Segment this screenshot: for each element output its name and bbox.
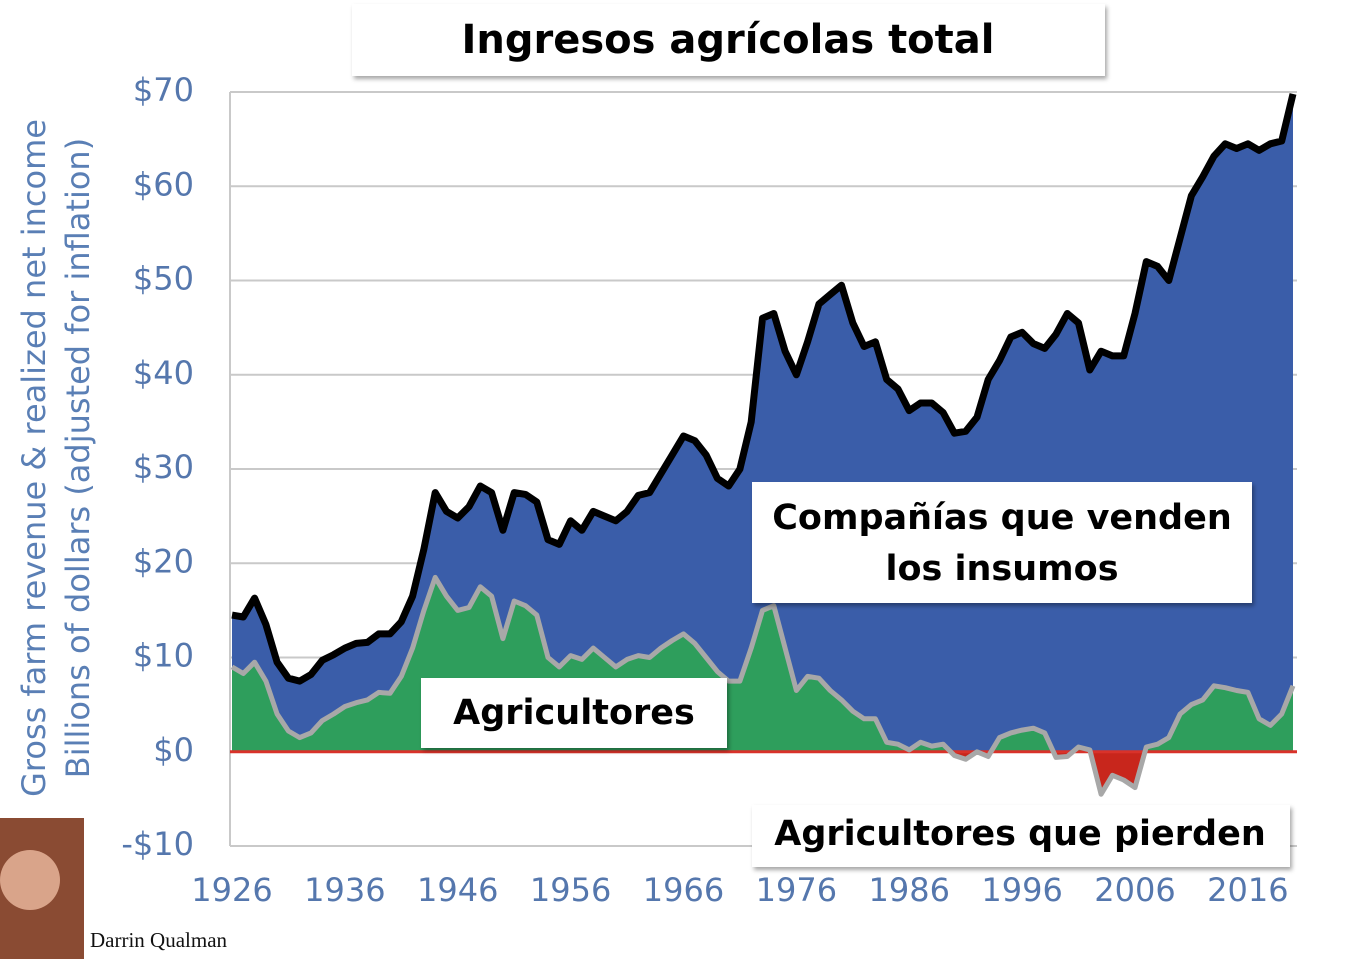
y-axis-label: Billions of dollars (adjusted for inflat… bbox=[59, 138, 97, 778]
x-tick-label: 1926 bbox=[191, 871, 272, 909]
annotation: los insumos bbox=[885, 549, 1118, 589]
x-tick-label: 1956 bbox=[530, 871, 611, 909]
x-tick-label: 1976 bbox=[756, 871, 837, 909]
y-tick-label: $50 bbox=[133, 260, 194, 298]
y-tick-label: $10 bbox=[133, 637, 194, 675]
annotation: Agricultores bbox=[453, 693, 695, 733]
annotation: Agricultores que pierden bbox=[774, 814, 1266, 854]
x-tick-label: 2006 bbox=[1094, 871, 1175, 909]
annotation: Compañías que venden bbox=[772, 498, 1232, 538]
x-tick-label: 1966 bbox=[643, 871, 724, 909]
y-tick-label: $0 bbox=[153, 731, 194, 769]
y-tick-label: $40 bbox=[133, 354, 194, 392]
credit: Darrin Qualman bbox=[90, 928, 228, 952]
x-tick-label: 1986 bbox=[869, 871, 950, 909]
chart: -$10 $0 $10 $20 $30 $40 $50 $60 $70 1926 1936 1946 1… bbox=[0, 0, 1350, 959]
x-tick-label: 2016 bbox=[1207, 871, 1288, 909]
x-tick-label: 1946 bbox=[417, 871, 498, 909]
y-tick-label: -$10 bbox=[121, 825, 194, 863]
y-axis-label: Gross farm revenue & realized net income bbox=[15, 119, 53, 797]
y-tick-label: $60 bbox=[133, 165, 194, 203]
x-tick-label: 1996 bbox=[981, 871, 1062, 909]
y-tick-label: $20 bbox=[133, 542, 194, 580]
x-tick-label: 1936 bbox=[304, 871, 385, 909]
y-tick-label: $70 bbox=[133, 71, 194, 109]
author-photo-face bbox=[0, 850, 60, 910]
chart-title: Ingresos agrícolas total bbox=[462, 17, 995, 63]
y-tick-label: $30 bbox=[133, 448, 194, 486]
